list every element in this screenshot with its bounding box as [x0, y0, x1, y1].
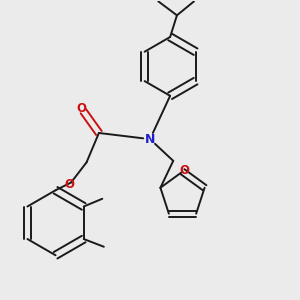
Text: O: O — [179, 164, 189, 177]
Text: O: O — [64, 178, 74, 190]
Text: N: N — [145, 133, 155, 146]
Text: O: O — [76, 102, 86, 115]
